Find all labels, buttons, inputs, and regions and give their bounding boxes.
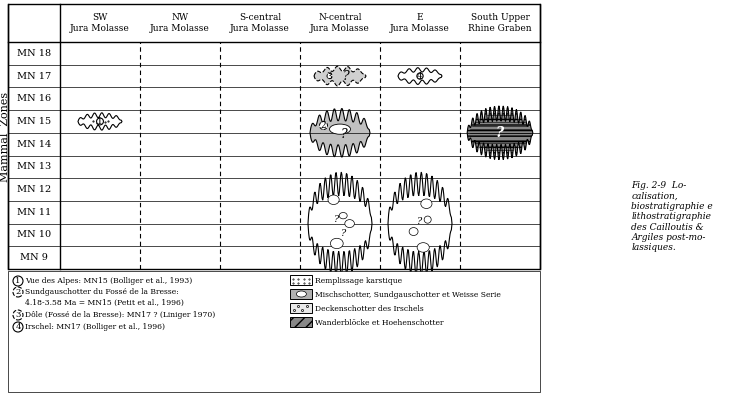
- Text: 1: 1: [97, 117, 103, 126]
- Polygon shape: [314, 66, 366, 86]
- Polygon shape: [78, 113, 122, 130]
- Text: 4.18-3.58 Ma = MN15 (Petit et al., 1996): 4.18-3.58 Ma = MN15 (Petit et al., 1996): [25, 299, 184, 307]
- Polygon shape: [468, 106, 533, 160]
- Text: MN 9: MN 9: [20, 253, 48, 262]
- Text: 1: 1: [15, 277, 21, 285]
- Text: MN 12: MN 12: [17, 185, 51, 194]
- Text: 3: 3: [327, 72, 333, 80]
- Text: SW
Jura Molasse: SW Jura Molasse: [70, 13, 130, 33]
- Bar: [291, 275, 313, 285]
- Text: MN 15: MN 15: [17, 117, 51, 126]
- Ellipse shape: [409, 228, 418, 236]
- Bar: [291, 317, 313, 327]
- Circle shape: [13, 322, 23, 332]
- Ellipse shape: [297, 291, 306, 297]
- Text: Vue des Alpes: MN15 (Bolliger et al., 1993): Vue des Alpes: MN15 (Bolliger et al., 19…: [25, 277, 192, 285]
- Text: 3: 3: [15, 311, 21, 319]
- Bar: [8, 271, 540, 392]
- Polygon shape: [308, 172, 372, 275]
- Text: Wanderblöcke et Hoehenschotter: Wanderblöcke et Hoehenschotter: [316, 319, 444, 327]
- Circle shape: [97, 118, 103, 125]
- Polygon shape: [310, 109, 370, 157]
- Bar: [291, 303, 313, 313]
- Ellipse shape: [424, 216, 431, 223]
- Circle shape: [319, 121, 327, 130]
- Ellipse shape: [328, 195, 339, 204]
- Text: ?: ?: [341, 128, 348, 141]
- Text: ?: ?: [496, 126, 504, 140]
- Text: Deckenschotter des Irschels: Deckenschotter des Irschels: [316, 305, 424, 313]
- Text: Sundgauschotter du Fossé de la Bresse:: Sundgauschotter du Fossé de la Bresse:: [25, 288, 179, 296]
- Circle shape: [417, 73, 423, 79]
- Text: MN 18: MN 18: [17, 49, 51, 58]
- Bar: [8, 4, 540, 269]
- Text: MN 17: MN 17: [17, 72, 51, 80]
- Text: ?: ?: [334, 215, 339, 224]
- Text: NW
Jura Molasse: NW Jura Molasse: [150, 13, 210, 33]
- Text: S-central
Jura Molasse: S-central Jura Molasse: [230, 13, 290, 33]
- Text: MN 14: MN 14: [17, 139, 51, 149]
- Text: South Upper
Rhine Graben: South Upper Rhine Graben: [468, 13, 532, 33]
- Circle shape: [327, 73, 333, 79]
- Text: Fig. 2-9  Lo-
calisation,
biostratigraphie e
lithostratigraphie
des Cailloutis &: Fig. 2-9 Lo- calisation, biostratigraphi…: [631, 181, 713, 253]
- Text: Irschel: MN17 (Bolliger et al., 1996): Irschel: MN17 (Bolliger et al., 1996): [25, 323, 165, 331]
- Bar: [291, 289, 313, 299]
- Text: Dôle (Fossé de la Bresse): MN17 ? (Liniger 1970): Dôle (Fossé de la Bresse): MN17 ? (Linig…: [25, 311, 215, 319]
- Text: Mischschotter, Sundgauschotter et Weisse Serie: Mischschotter, Sundgauschotter et Weisse…: [316, 291, 501, 299]
- Text: MN 10: MN 10: [17, 230, 51, 240]
- Text: N-central
Jura Molasse: N-central Jura Molasse: [310, 13, 370, 33]
- Circle shape: [13, 310, 23, 320]
- Circle shape: [13, 276, 23, 286]
- Text: ?: ?: [343, 70, 350, 83]
- Text: MN 16: MN 16: [17, 94, 51, 103]
- Text: E
Jura Molasse: E Jura Molasse: [390, 13, 450, 33]
- Text: 2: 2: [15, 288, 21, 296]
- Text: MN 11: MN 11: [17, 208, 51, 217]
- Ellipse shape: [345, 219, 355, 228]
- Ellipse shape: [421, 199, 432, 208]
- Text: Mammal  Zones: Mammal Zones: [0, 91, 10, 182]
- Ellipse shape: [330, 124, 351, 134]
- Ellipse shape: [330, 238, 344, 249]
- Circle shape: [13, 287, 23, 297]
- Polygon shape: [398, 68, 442, 84]
- Ellipse shape: [339, 212, 347, 219]
- Text: 4: 4: [15, 323, 21, 331]
- Text: ?: ?: [418, 217, 423, 226]
- Text: 2: 2: [321, 121, 327, 130]
- Ellipse shape: [417, 243, 429, 252]
- Text: ?: ?: [341, 229, 346, 238]
- Text: Remplissage karstique: Remplissage karstique: [316, 277, 402, 285]
- Polygon shape: [388, 172, 452, 275]
- Text: 4: 4: [417, 72, 423, 80]
- Text: MN 13: MN 13: [17, 162, 51, 171]
